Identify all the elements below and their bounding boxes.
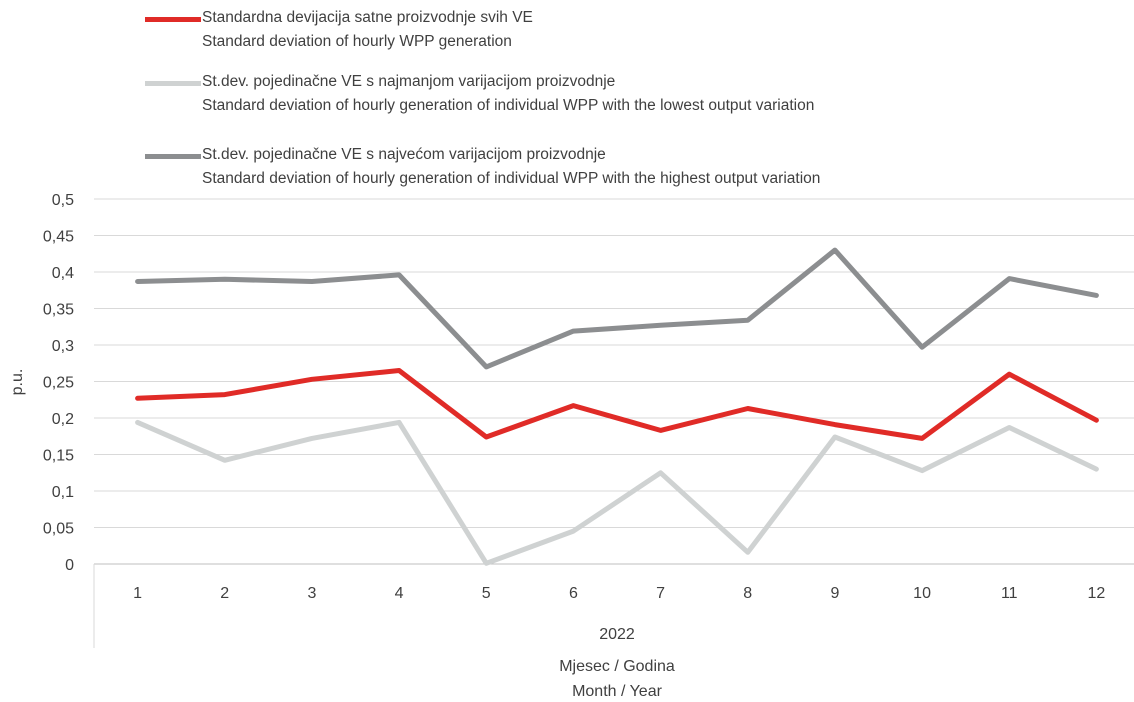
x-axis-title-en: Month / Year	[572, 683, 663, 700]
legend-swatch-all-wpp	[145, 17, 201, 22]
legend-label-lowest-variation-en: Standard deviation of hourly generation …	[202, 97, 815, 114]
x-tick-label: 5	[482, 585, 491, 602]
x-axis-group-label: 2022	[599, 626, 635, 643]
y-tick-label: 0,5	[52, 192, 74, 209]
legend-label-all-wpp-hr: Standardna devijacija satne proizvodnje …	[202, 9, 533, 26]
y-tick-label: 0,1	[52, 484, 74, 501]
x-tick-label: 2	[220, 585, 229, 602]
legend-swatch-lowest-variation	[145, 81, 201, 86]
x-tick-label: 7	[656, 585, 665, 602]
y-tick-label: 0,45	[43, 229, 74, 246]
y-axis-title: p.u.	[9, 369, 26, 396]
legend-label-all-wpp: Standardna devijacija satne proizvodnje …	[202, 6, 533, 54]
x-axis-title-hr: Mjesec / Godina	[559, 658, 675, 675]
series-line-1	[135, 368, 1099, 441]
y-tick-label: 0,3	[52, 338, 74, 355]
legend-label-highest-variation: St.dev. pojedinačne VE s najvećom varija…	[202, 143, 820, 191]
series-lines	[135, 247, 1099, 566]
gridlines	[94, 198, 1134, 565]
x-tick-label: 3	[307, 585, 316, 602]
x-tick-label: 8	[743, 585, 752, 602]
legend-swatch-highest-variation	[145, 154, 201, 159]
x-tick-label: 1	[133, 585, 142, 602]
x-tick-label: 11	[1001, 585, 1018, 602]
legend-label-all-wpp-en: Standard deviation of hourly WPP generat…	[202, 33, 512, 50]
y-tick-label: 0	[65, 557, 74, 574]
x-tick-label: 9	[830, 585, 839, 602]
y-tick-label: 0,4	[52, 265, 74, 282]
y-tick-label: 0,05	[43, 521, 74, 538]
y-tick-label: 0,2	[52, 411, 74, 428]
legend-label-highest-variation-en: Standard deviation of hourly generation …	[202, 170, 821, 187]
y-tick-label: 0,35	[43, 302, 74, 319]
legend-label-lowest-variation-hr: St.dev. pojedinačne VE s najmanjom varij…	[202, 73, 616, 90]
x-tick-label: 10	[913, 585, 931, 602]
x-tick-label: 6	[569, 585, 578, 602]
legend-label-highest-variation-hr: St.dev. pojedinačne VE s najvećom varija…	[202, 146, 606, 163]
x-tick-label: 12	[1088, 585, 1106, 602]
x-tick-label: 4	[395, 585, 404, 602]
legend-label-lowest-variation: St.dev. pojedinačne VE s najmanjom varij…	[202, 70, 814, 118]
series-line-3	[135, 247, 1099, 370]
y-tick-label: 0,15	[43, 448, 74, 465]
x-axis-tick-labels: 1 2 3 4 5 6 7 8 9 10 11 12	[133, 585, 1105, 602]
y-tick-label: 0,25	[43, 375, 74, 392]
series-line-2	[135, 419, 1099, 566]
y-axis-tick-labels: 0 0,05 0,1 0,15 0,2 0,25 0,3 0,35 0,4 0,45 0,5	[43, 192, 74, 574]
